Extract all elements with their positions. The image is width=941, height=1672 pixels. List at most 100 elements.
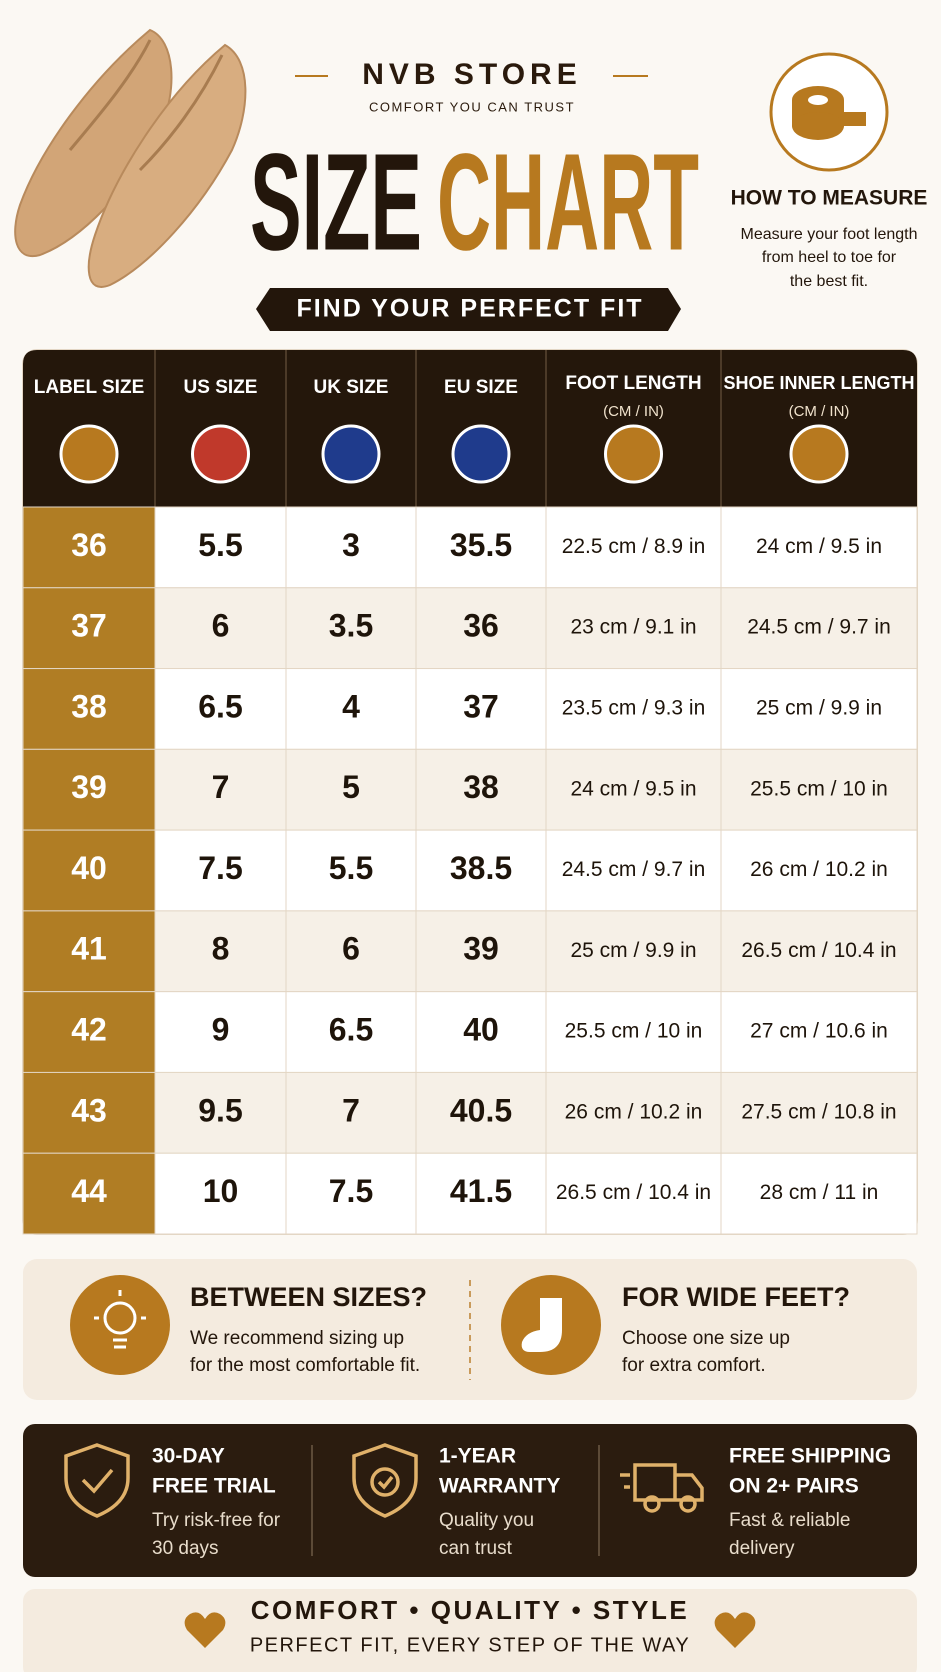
- column-icon: [59, 424, 119, 484]
- cell: [154, 587, 287, 670]
- footer-box: [23, 1589, 917, 1672]
- column-header: UK SIZE: [314, 377, 389, 398]
- cell-text: 3: [342, 527, 360, 563]
- cell-text: 7.5: [329, 1173, 373, 1209]
- feature-icons: [64, 1443, 704, 1518]
- cell-text: 38: [463, 769, 499, 805]
- cell-text: 24 cm / 9.5 in: [570, 777, 696, 800]
- cell-text: 9: [212, 1012, 230, 1048]
- cell: [720, 1152, 918, 1235]
- cell-text: 23 cm / 9.1 in: [570, 616, 696, 639]
- cell: [415, 1071, 547, 1154]
- title-part1: SIZE: [250, 125, 422, 279]
- title-part2: CHART: [437, 125, 699, 279]
- cell-text: 5.5: [329, 850, 373, 886]
- label-cell: [22, 668, 156, 750]
- cell: [154, 1071, 287, 1154]
- cell-text: 3.5: [329, 608, 373, 644]
- cell: [154, 991, 287, 1073]
- tip-line: Choose one size up: [622, 1328, 790, 1349]
- column-header: SHOE INNER LENGTH: [723, 373, 914, 393]
- features: 30-DAY FREE TRIAL Try risk-free for 30 days…: [152, 1445, 891, 1559]
- cell-text: 7.5: [198, 850, 242, 886]
- cell-text: 37: [463, 688, 499, 724]
- cell-text: 6.5: [329, 1012, 373, 1048]
- cell-text: 35.5: [450, 527, 512, 563]
- shoes-illustration: [14, 28, 247, 288]
- feature-line: Fast & reliable: [729, 1510, 850, 1531]
- tip-line: We recommend sizing up: [190, 1328, 404, 1349]
- cell-text: 26.5 cm / 10.4 in: [741, 939, 896, 962]
- cell: [720, 829, 918, 912]
- cell-text: 25.5 cm / 10 in: [565, 1020, 703, 1043]
- measure-line: Measure your foot length: [741, 226, 918, 243]
- cell-text: 23.5 cm / 9.3 in: [562, 696, 706, 719]
- feature-title: WARRANTY: [439, 1475, 560, 1498]
- label-cell: [22, 506, 156, 589]
- cell: [720, 587, 918, 670]
- label-cell: [22, 991, 156, 1073]
- column-icon: [191, 424, 250, 484]
- label-size: 43: [71, 1092, 107, 1128]
- cell-text: 5: [342, 769, 360, 805]
- cell: [154, 1152, 287, 1235]
- cell-text: 28 cm / 11 in: [760, 1181, 879, 1204]
- cell: [545, 829, 722, 912]
- cell-text: 27 cm / 10.6 in: [750, 1020, 888, 1043]
- cell: [545, 506, 722, 589]
- feature-title: ON 2+ PAIRS: [729, 1475, 859, 1498]
- cell-text: 24.5 cm / 9.7 in: [562, 858, 706, 881]
- bulb-glyph: [94, 1290, 146, 1349]
- footer-tagline: PERFECT FIT, EVERY STEP OF THE WAY: [250, 1634, 690, 1656]
- cell: [154, 668, 287, 750]
- cell: [720, 1071, 918, 1154]
- cell: [154, 748, 287, 831]
- cell: [720, 506, 918, 589]
- label-cell: [22, 1152, 156, 1235]
- column-header: EU SIZE: [444, 377, 518, 398]
- cell: [545, 910, 722, 993]
- cell: [285, 910, 417, 993]
- cell-text: 40: [463, 1012, 499, 1048]
- cell-text: 38.5: [450, 850, 512, 886]
- cell: [545, 1071, 722, 1154]
- cell: [154, 829, 287, 912]
- cell: [720, 668, 918, 750]
- column-subheader: (CM / IN): [789, 403, 850, 420]
- measure-line: the best fit.: [790, 273, 868, 290]
- measure-line: from heel to toe for: [762, 249, 897, 266]
- cell-text: 5.5: [198, 527, 242, 563]
- label-size: 40: [71, 850, 107, 886]
- label-size: 37: [71, 608, 107, 644]
- cell-text: 26 cm / 10.2 in: [750, 858, 888, 881]
- label-size: 41: [71, 931, 107, 967]
- features-band: [23, 1424, 917, 1577]
- cell-text: 27.5 cm / 10.8 in: [741, 1100, 896, 1123]
- feature-title: FREE SHIPPING: [729, 1445, 891, 1468]
- feature-title: FREE TRIAL: [152, 1475, 276, 1498]
- cell-text: 6.5: [198, 688, 242, 724]
- cell-text: 25.5 cm / 10 in: [750, 777, 888, 800]
- cell: [285, 748, 417, 831]
- cell: [720, 910, 918, 993]
- column-subheader: (CM / IN): [603, 403, 664, 420]
- cell: [415, 668, 547, 750]
- cell: [285, 668, 417, 750]
- column-header: LABEL SIZE: [34, 377, 145, 398]
- cell-text: 6: [212, 608, 230, 644]
- cell-text: 7: [342, 1092, 360, 1128]
- heart: [714, 1612, 756, 1648]
- cell-text: 8: [212, 931, 230, 967]
- feature-line: Try risk-free for: [152, 1510, 281, 1531]
- cell-text: 36: [463, 608, 499, 644]
- cell: [415, 748, 547, 831]
- feature-line: can trust: [439, 1538, 513, 1559]
- cell: [415, 506, 547, 589]
- cell: [545, 748, 722, 831]
- label-size: 39: [71, 769, 107, 805]
- cell-text: 26.5 cm / 10.4 in: [556, 1181, 711, 1204]
- cell: [545, 991, 722, 1073]
- cell: [285, 1152, 417, 1235]
- feature-title: 30-DAY: [152, 1445, 225, 1468]
